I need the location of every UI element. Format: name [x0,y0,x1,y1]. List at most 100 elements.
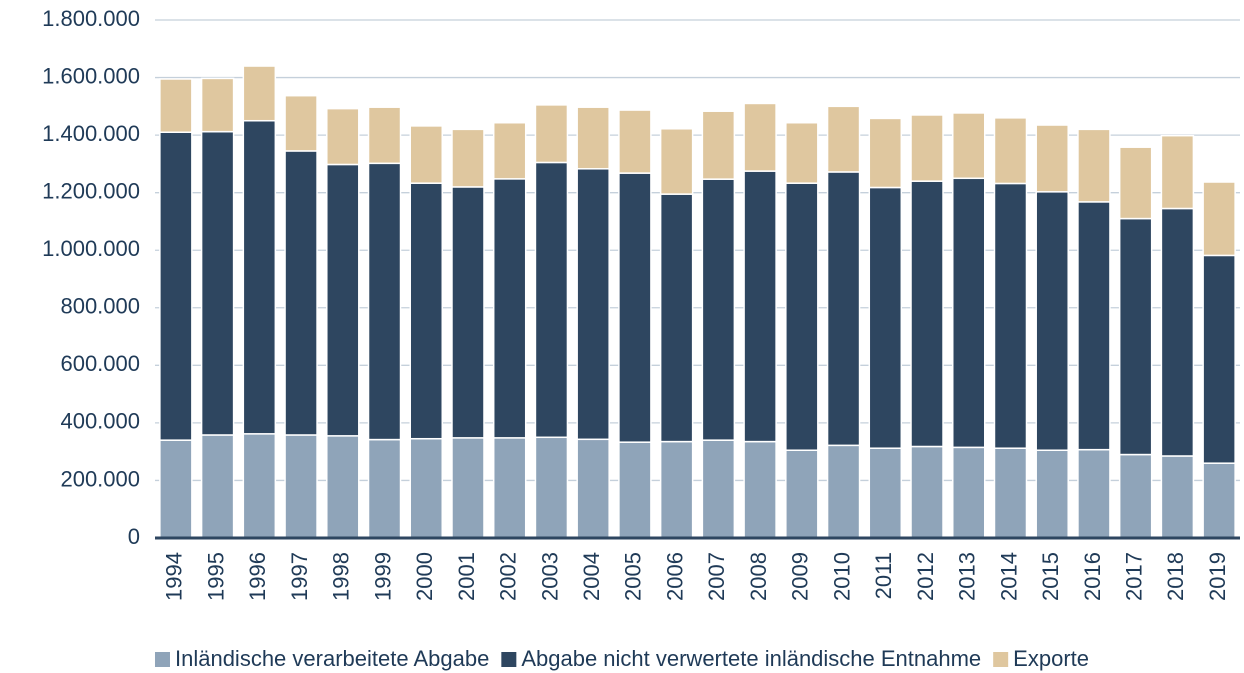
x-tick-label: 2011 [871,552,896,599]
bar-segment [1035,191,1069,451]
bar-segment [159,78,193,133]
bar-segment [159,439,193,539]
x-tick-label: 2013 [955,552,980,601]
bar-segment [910,114,944,182]
x-tick-label: 2015 [1038,552,1063,601]
x-tick-label: 2004 [579,552,604,601]
y-tick-label: 0 [128,524,140,549]
x-tick-label: 2009 [788,552,813,601]
bar-segment [1077,448,1111,539]
bar-segment [1202,254,1236,464]
bar-segment [659,128,694,195]
y-tick-label: 400.000 [60,409,140,434]
bar-segment [576,106,610,170]
x-tick-label: 1997 [287,552,312,601]
x-tick-label: 2019 [1205,552,1230,601]
bar-segment [1035,124,1069,193]
bar-segment [409,182,443,440]
bar-segment [1160,134,1195,210]
x-tick-label: 1996 [245,552,270,601]
x-tick-label: 2018 [1163,552,1188,601]
x-tick-label: 2003 [537,552,562,601]
x-tick-label: 1999 [370,552,395,601]
bar-segment [451,437,485,539]
bar-segment [701,178,736,441]
bar-segment [743,170,777,443]
bar-segment [242,433,277,539]
bar-segment [826,444,861,539]
bar-segment [1118,453,1153,539]
bar-segment [1077,201,1111,451]
bar-segment [1202,462,1236,539]
x-tick-label: 2008 [746,552,771,601]
y-tick-label: 800.000 [60,294,140,319]
bar-segment [326,163,360,437]
bar-segment [200,77,235,133]
bar-segment [826,105,861,173]
bar-segment [200,130,235,436]
x-tick-label: 2005 [621,552,646,601]
y-tick-label: 200.000 [60,466,140,491]
x-tick-label: 1994 [162,552,187,601]
y-tick-label: 1.800.000 [42,6,140,31]
bar-segment [618,172,652,443]
legend-swatch [993,652,1009,667]
bar-segment [1077,128,1111,203]
bar-segment [200,434,235,539]
legend-item: Exporte [993,646,1089,671]
x-tick-label: 2000 [412,552,437,601]
bar-segment [701,110,736,180]
bar-segment [492,178,527,439]
bar-segment [910,180,944,448]
x-tick-label: 2014 [996,552,1021,601]
bar-segment [159,131,193,441]
x-tick-label: 2010 [829,552,854,601]
legend-item: Abgabe nicht verwertete inländische Entn… [501,646,981,671]
bar-segment [952,112,986,180]
bar-segment [492,437,527,539]
bar-segment [952,177,986,449]
x-tick-label: 2001 [454,552,479,601]
bar-segment [451,186,485,439]
bar-segment [326,435,360,539]
x-tick-label: 1995 [203,552,228,601]
bar-segment [659,193,694,443]
bar-segment [534,161,569,439]
bar-segment [618,441,652,539]
bar-segment [993,447,1028,539]
x-tick-label: 2016 [1080,552,1105,601]
bar-segment [534,104,569,164]
x-tick-label: 2012 [913,552,938,601]
bar-segment [743,102,777,172]
bar-segment [576,168,610,441]
bar-segment [1118,217,1153,456]
x-tick-label: 2006 [662,552,687,601]
bar-segment [1035,449,1069,539]
bar-segment [826,171,861,447]
bar-segment [367,438,402,539]
y-tick-label: 1.000.000 [42,236,140,261]
bar-segment [659,440,694,539]
bar-segment [409,125,443,184]
x-tick-label: 1998 [329,552,354,601]
bar-segment [952,446,986,539]
y-tick-label: 1.200.000 [42,178,140,203]
legend-label: Abgabe nicht verwertete inländische Entn… [521,646,981,671]
bar-segment [1160,207,1195,457]
bar-segment [242,65,277,122]
bar-segment [785,182,819,451]
bar-segment [993,117,1028,185]
bar-segment [534,436,569,539]
bar-segment [868,117,903,189]
bar-segment [576,438,610,539]
bar-segment [367,162,402,441]
bar-segment [326,107,360,166]
bar-segment [618,109,652,174]
bar-segment [743,440,777,539]
bar-segment [785,449,819,539]
bar-segment [451,128,485,188]
bar-segment [1202,181,1236,257]
bar-segment [284,434,318,539]
bar-segment [284,94,318,152]
